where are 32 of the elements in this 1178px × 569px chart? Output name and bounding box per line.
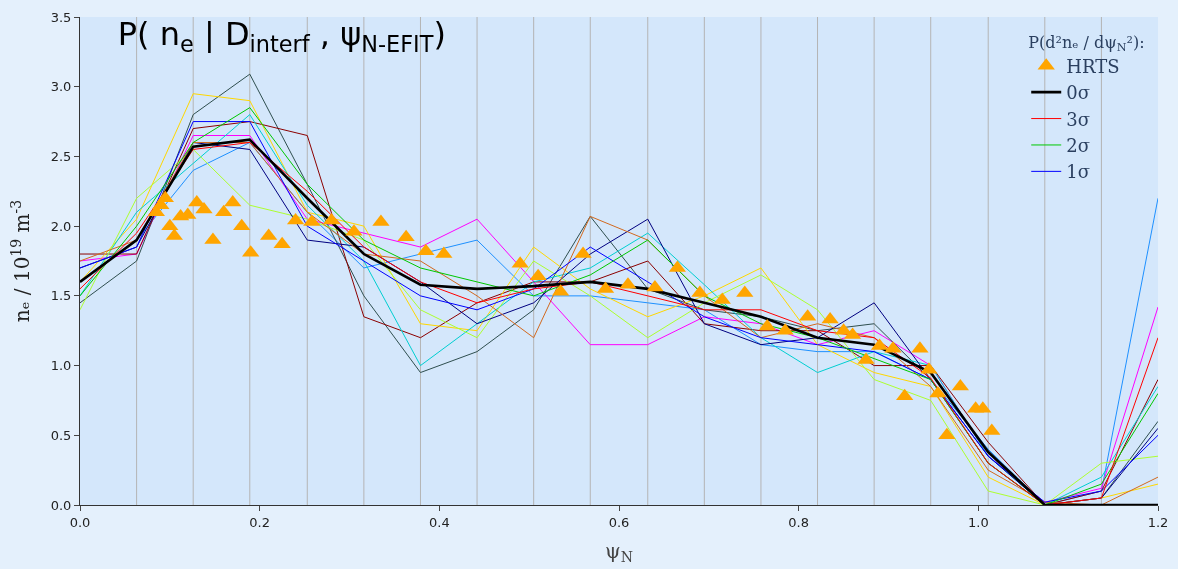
y-tick-label: 0.0 bbox=[50, 497, 72, 513]
point bbox=[195, 201, 213, 214]
legend-label: 3σ bbox=[1066, 108, 1090, 130]
point bbox=[929, 385, 947, 398]
y-tick-label: 3.5 bbox=[50, 9, 72, 25]
legend-label: 0σ bbox=[1066, 82, 1090, 104]
x-tick-label: 1.0 bbox=[967, 514, 989, 530]
y-tick-label: 3.0 bbox=[50, 79, 72, 95]
point bbox=[529, 268, 547, 281]
point bbox=[224, 194, 242, 207]
y-tick-label: 1.5 bbox=[50, 288, 72, 304]
point bbox=[156, 190, 174, 203]
x-axis-title: ψ$_{N}$ bbox=[605, 539, 633, 566]
point bbox=[938, 427, 956, 440]
x-tick-label: 0.4 bbox=[428, 514, 450, 530]
x-tick-label: 0.8 bbox=[788, 514, 810, 530]
x-tick-label: 0.2 bbox=[249, 514, 271, 530]
legend-title: P(d²nₑ / dψ$_{N}$²): bbox=[1028, 32, 1145, 54]
x-tick-label: 0.6 bbox=[608, 514, 630, 530]
x-tick-label: 0.0 bbox=[69, 514, 91, 530]
y-tick-label: 1.0 bbox=[50, 358, 72, 374]
x-tick-label: 1.2 bbox=[1147, 514, 1169, 530]
point bbox=[646, 279, 664, 292]
point bbox=[273, 236, 291, 249]
y-tick-label: 2.5 bbox=[50, 148, 72, 164]
point bbox=[397, 229, 415, 242]
y-tick-label: 0.5 bbox=[50, 427, 72, 443]
y-tick-label: 2.0 bbox=[50, 218, 72, 234]
legend-label: HRTS bbox=[1066, 55, 1120, 77]
chart-title: P( n$_{e}$ | D$_{interf}$ , ψ$_{N-EFIT}$) bbox=[117, 15, 446, 57]
legend-label: 1σ bbox=[1066, 161, 1090, 183]
legend-label: 2σ bbox=[1066, 134, 1090, 156]
